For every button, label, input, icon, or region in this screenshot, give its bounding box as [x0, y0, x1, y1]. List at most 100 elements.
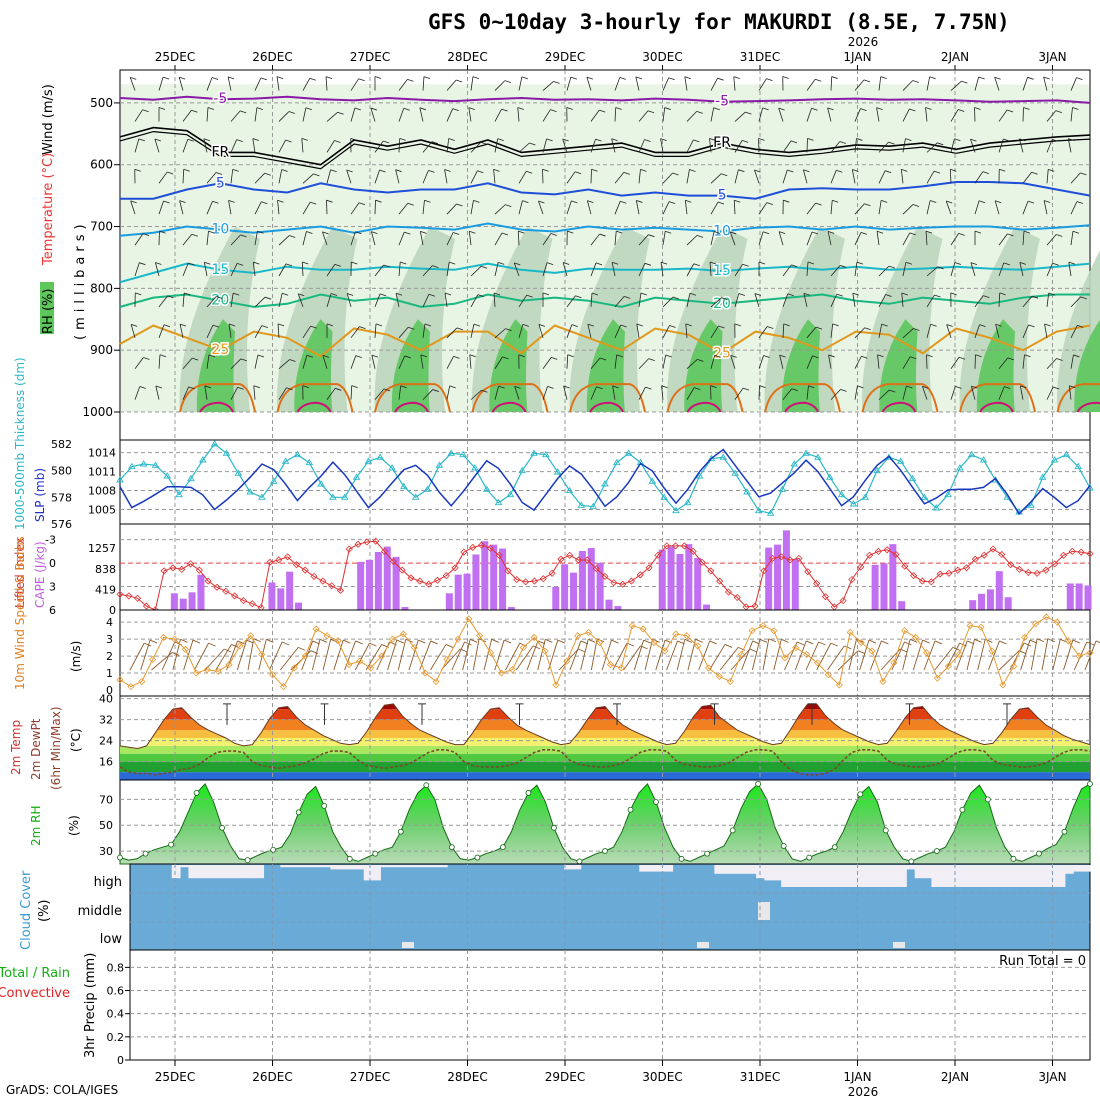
slp-tick-label: 1005	[88, 503, 116, 516]
isotherm-FR-double	[119, 130, 1091, 170]
wind10m-barb-feather	[1023, 642, 1032, 647]
upper-wind-barb	[686, 139, 694, 153]
dewpt2m-label: 2m DewPt	[29, 718, 43, 780]
upper-wind-barb-flag	[526, 294, 533, 298]
lifted-index-point	[477, 541, 486, 549]
upper-wind-barbs	[129, 76, 1087, 400]
upper-wind-barb	[302, 231, 307, 246]
upper-wind-barb	[902, 328, 914, 339]
rh2m-point	[984, 796, 991, 803]
cape-bar	[463, 573, 471, 610]
wind10m-speed-point	[683, 632, 691, 640]
upper-wind-barb	[586, 200, 592, 215]
wind10m-speed-point	[563, 657, 571, 665]
cape-tick-label: 838	[95, 563, 116, 576]
upper-wind-barb-flag	[1053, 386, 1060, 390]
upper-wind-barb	[662, 77, 670, 91]
thickness-point	[139, 460, 148, 467]
upper-wind-barb-flag	[310, 325, 317, 329]
wind10m-speed-point	[912, 633, 920, 642]
wind10m-barb	[977, 639, 986, 671]
hot-contour	[881, 401, 917, 413]
upper-wind-barb	[203, 138, 208, 153]
upper-wind-barb-flag	[183, 168, 190, 172]
upper-wind-barb	[182, 233, 193, 246]
upper-wind-barb	[998, 109, 1008, 122]
upper-wind-barb-flag	[863, 79, 871, 83]
upper-wind-barb	[518, 200, 523, 215]
isotherm-label: -5	[213, 91, 227, 107]
thickness-point	[825, 473, 834, 480]
bottom-year-label: 2026	[848, 1085, 879, 1099]
wind10m-units: (m/s)	[69, 641, 83, 672]
upper-wind-barb-flag	[857, 385, 864, 389]
lifted-index-point	[689, 547, 697, 555]
wind10m-speed-point	[901, 627, 909, 635]
upper-wind-barb	[566, 200, 572, 215]
wind10m-speed-point	[628, 621, 636, 630]
thickness-line	[119, 443, 1091, 514]
upper-wind-barb	[710, 201, 719, 215]
cape-bar	[366, 559, 373, 610]
low-cloud-gap	[893, 942, 905, 948]
upper-wind-barb	[851, 169, 856, 184]
upper-wind-barb	[854, 203, 865, 215]
pressure-tick-label: 1000	[82, 405, 113, 419]
upper-wind-barb-flag	[264, 296, 272, 300]
upper-wind-barb-flag	[864, 327, 871, 331]
wind10m-barb	[365, 644, 383, 671]
wind10m-barb-feather	[724, 644, 733, 648]
upper-wind-barb	[614, 231, 617, 246]
upper-wind-barb	[878, 141, 889, 153]
wind10m-barb	[655, 639, 666, 671]
wind10m-speed-point	[988, 647, 996, 655]
high-cloud-gap	[639, 865, 649, 872]
wind10m-grid	[120, 610, 1090, 696]
upper-wind-barb	[154, 262, 160, 277]
upper-wind-barb-flag	[958, 356, 966, 360]
upper-wind-barb-flag	[852, 292, 859, 296]
wind10m-barb-feather	[643, 639, 651, 644]
rh2m-point	[627, 806, 634, 813]
upper-wind-barb	[182, 110, 192, 122]
upper-wind-barb	[902, 262, 907, 277]
wind10m-barb-feather	[491, 638, 499, 643]
wind10m-barb	[215, 644, 232, 671]
lifted-index-point	[619, 580, 627, 588]
cape-bar	[357, 561, 365, 610]
slp-tick-label: 1008	[88, 485, 116, 498]
upper-wind-barb	[158, 324, 165, 338]
upper-wind-barb-flag	[501, 232, 509, 236]
wind10m-speed-point	[530, 633, 538, 642]
upper-wind-barb	[926, 266, 938, 277]
upper-wind-barb	[806, 355, 813, 369]
upper-wind-barb	[542, 233, 552, 246]
lifted-index-point	[954, 566, 962, 574]
lifted-index-point	[407, 574, 415, 582]
cape-bar	[880, 563, 888, 610]
high-cloud-gap	[847, 865, 857, 887]
high-cloud-gap	[764, 865, 774, 881]
wind10m-barb	[236, 639, 248, 671]
upper-wind-barb	[230, 169, 234, 184]
thickness-point	[364, 457, 373, 464]
upper-wind-barb-flag	[155, 385, 162, 389]
upper-wind-barb	[758, 326, 768, 339]
wind10m-speed-point	[334, 637, 342, 645]
wind10m-speed-point	[835, 681, 843, 689]
upper-wind-barb-flag	[1003, 262, 1010, 266]
upper-wind-barb	[1070, 172, 1081, 184]
upper-wind-barb-flag	[766, 78, 773, 82]
high-cloud-gap	[797, 865, 807, 887]
wind10m-barb	[161, 641, 176, 671]
upper-wind-barb-flag	[881, 199, 888, 203]
cape-bar	[179, 598, 187, 610]
upper-wind-barb	[350, 107, 356, 122]
rh-shade-blob	[667, 226, 748, 412]
lifted-index-point	[751, 602, 759, 610]
top-day-label: 27DEC	[350, 50, 390, 64]
rh2m-point	[193, 790, 200, 796]
wind10m-barb	[494, 639, 505, 671]
high-cloud-gap	[1048, 865, 1058, 887]
upper-wind-barb	[926, 142, 938, 153]
